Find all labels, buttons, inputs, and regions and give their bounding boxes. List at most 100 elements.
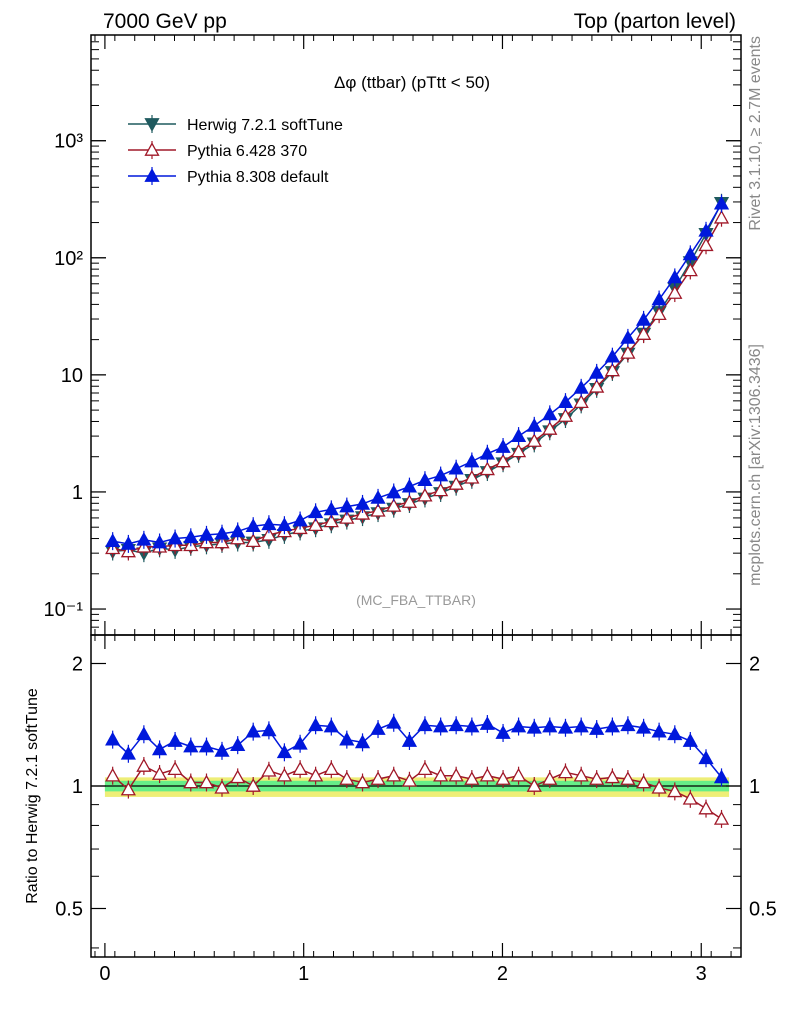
main-data-point	[479, 461, 495, 476]
ratio-data-point	[495, 771, 511, 785]
ratio-data-point	[151, 741, 168, 756]
ratio-data-point	[479, 716, 495, 730]
main-data-point	[183, 529, 199, 544]
main-data-point	[261, 516, 277, 531]
ratio-data-point	[604, 718, 620, 733]
main-data-point	[308, 517, 324, 532]
ratio-data-point	[292, 761, 308, 776]
main-data-point	[713, 209, 730, 224]
ratio-data-point	[401, 772, 418, 787]
ratio-data-point	[573, 767, 589, 782]
main-data-point	[386, 484, 402, 499]
rivet-version-label: Rivet 3.1.10, ≥ 2.7M events	[747, 36, 764, 231]
ratio-data-point	[214, 779, 230, 794]
header-left-label: 7000 GeV pp	[103, 10, 227, 33]
main-series-line	[112, 203, 723, 545]
ratio-data-point	[308, 717, 324, 732]
ratio-data-point	[557, 719, 574, 734]
main-data-point	[620, 330, 636, 344]
ratio-data-point	[386, 767, 402, 782]
ratio-data-point	[167, 733, 183, 747]
main-data-point	[120, 536, 136, 550]
main-y-tick-label: 10⁻¹	[44, 599, 84, 621]
main-data-point	[479, 445, 495, 460]
main-y-tick-label: 1	[72, 482, 83, 504]
main-data-point	[151, 534, 168, 549]
main-panel: 10⁻¹ 1 10 10² 10³ Δφ (ttbar) (pTtt < 50) (MC…	[44, 34, 742, 636]
ratio-data-point	[370, 721, 386, 735]
main-data-point	[635, 326, 652, 340]
main-data-point	[433, 467, 449, 482]
ratio-data-point	[682, 733, 698, 747]
ratio-data-point	[198, 774, 215, 789]
main-data-point	[339, 510, 355, 524]
main-y-tick-label: 10	[61, 365, 83, 387]
ratio-data-point	[105, 731, 121, 746]
ratio-data-point	[370, 771, 386, 785]
ratio-data-point	[542, 771, 558, 785]
ratio-data-point	[448, 717, 464, 732]
ratio-data-point	[698, 750, 714, 765]
ratio-y-tick-label-right: 2	[749, 654, 760, 676]
ratio-panel: 0.5 0.5 1 1 2 2 0 1 2 3 Ratio to Herwig 7.2.1 sof…	[24, 634, 777, 985]
ratio-data-point	[573, 718, 589, 733]
ratio-data-point	[136, 758, 152, 772]
ratio-data-point	[464, 718, 480, 733]
ratio-data-point	[261, 722, 277, 737]
main-data-point	[276, 517, 293, 532]
x-tick-label: 3	[696, 963, 707, 985]
main-data-point	[448, 460, 464, 475]
legend-label: Pythia 6.428 370	[187, 143, 307, 160]
main-data-point	[698, 237, 714, 252]
mcplots-label: mcplots.cern.ch [arXiv:1306.3436]	[747, 344, 764, 586]
main-data-point	[354, 496, 371, 510]
ratio-data-point	[464, 771, 480, 785]
ratio-data-point	[105, 767, 121, 782]
ratio-data-point	[401, 733, 418, 747]
main-data-point	[557, 408, 574, 422]
main-data-point	[245, 518, 261, 533]
legend-label: Herwig 7.2.1 softTune	[187, 117, 343, 134]
main-data-point	[370, 502, 386, 517]
ratio-data-point	[120, 781, 136, 796]
main-data-point	[105, 533, 121, 547]
main-data-point	[682, 262, 698, 277]
main-data-point	[401, 494, 418, 508]
legend-marker	[144, 142, 160, 156]
main-data-point	[464, 453, 480, 468]
ratio-y-axis-label: Ratio to Herwig 7.2.1 softTune	[24, 688, 41, 904]
ratio-data-point	[214, 743, 230, 757]
legend-marker	[144, 168, 160, 182]
main-data-point	[417, 487, 433, 502]
ratio-data-point	[433, 718, 449, 733]
ratio-data-point	[635, 719, 652, 734]
main-data-point	[401, 478, 418, 493]
main-data-point	[198, 527, 215, 541]
ratio-data-point	[136, 726, 152, 741]
ratio-y-tick-label: 0.5	[55, 898, 83, 920]
ratio-data-point	[713, 811, 730, 825]
main-data-point	[386, 498, 402, 512]
legend-label: Pythia 8.308 default	[187, 169, 329, 186]
ratio-panel-frame	[90, 634, 742, 958]
ratio-data-point	[667, 726, 683, 741]
main-data-point	[370, 490, 386, 504]
main-data-point	[308, 504, 324, 519]
ratio-data-point	[292, 735, 308, 750]
ratio-data-point	[589, 721, 605, 735]
ratio-data-point	[339, 771, 355, 785]
legend: Herwig 7.2.1 softTune Pythia 6.428 370 Pyt…	[128, 115, 343, 186]
main-data-point	[589, 379, 605, 393]
header-right-label: Top (parton level)	[574, 10, 736, 33]
main-data-point	[698, 222, 714, 237]
main-data-point	[651, 291, 667, 306]
ratio-data-point	[526, 719, 542, 734]
main-data-point	[448, 476, 464, 490]
ratio-y-tick-label-right: 1	[749, 776, 760, 798]
main-series-line	[112, 202, 723, 554]
main-data-point	[433, 482, 449, 497]
main-data-point	[589, 365, 605, 379]
ratio-data-point	[417, 717, 433, 732]
main-data-point	[510, 428, 527, 442]
main-data-point	[557, 394, 574, 408]
